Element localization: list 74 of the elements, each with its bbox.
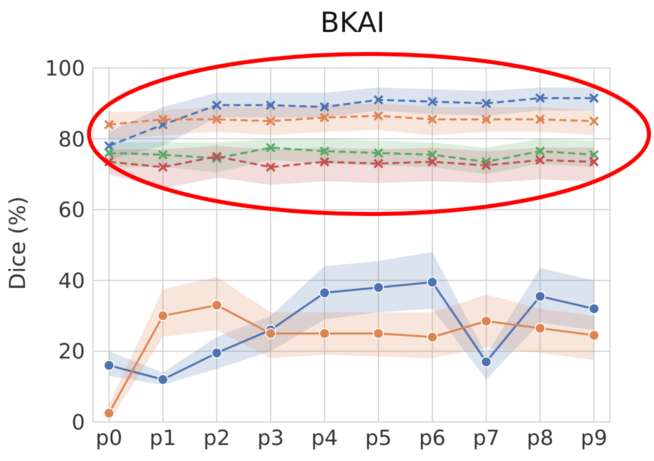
point xyxy=(535,146,546,156)
point xyxy=(157,374,168,386)
x-tick-label: p4 xyxy=(311,426,338,450)
point xyxy=(104,408,114,419)
point xyxy=(319,328,330,339)
point xyxy=(266,142,276,153)
point xyxy=(481,160,492,170)
y-tick-label: 100 xyxy=(44,56,85,80)
point xyxy=(104,140,114,151)
point xyxy=(104,120,114,130)
point xyxy=(426,332,438,343)
point xyxy=(481,156,492,167)
point xyxy=(372,328,384,339)
point xyxy=(319,287,330,298)
x-tick-label: p3 xyxy=(257,426,284,450)
point xyxy=(535,114,546,124)
point xyxy=(319,146,330,156)
y-tick-label: 0 xyxy=(72,410,85,434)
point xyxy=(534,322,546,334)
point xyxy=(480,356,492,368)
y-axis-title: Dice (%) xyxy=(6,196,31,290)
point xyxy=(480,316,492,327)
point xyxy=(158,114,168,124)
point xyxy=(373,158,384,169)
point xyxy=(481,114,492,124)
point xyxy=(157,310,168,322)
point xyxy=(211,300,222,311)
y-tick-label: 60 xyxy=(58,198,85,222)
point xyxy=(104,360,114,371)
point xyxy=(535,92,546,104)
x-tick-label: p2 xyxy=(203,426,230,450)
y-tick-label: 80 xyxy=(58,127,85,152)
point xyxy=(372,282,384,293)
point xyxy=(588,92,600,104)
point xyxy=(158,120,168,130)
x-tick-label: p5 xyxy=(365,426,392,450)
point xyxy=(266,116,276,126)
point xyxy=(427,114,438,124)
point xyxy=(319,112,330,123)
point xyxy=(265,328,276,339)
x-tick-label: p8 xyxy=(526,426,554,450)
chart-title: BKAI xyxy=(319,6,386,39)
y-tick-label: 40 xyxy=(58,268,85,293)
x-tick-label: p6 xyxy=(418,426,446,450)
point xyxy=(319,156,330,167)
x-tick-label: p7 xyxy=(472,426,500,450)
point xyxy=(212,100,222,110)
point xyxy=(158,150,168,160)
y-tick-label: 20 xyxy=(58,340,85,364)
point xyxy=(319,102,330,112)
point xyxy=(588,156,600,167)
point xyxy=(373,94,384,105)
point xyxy=(212,114,222,124)
x-tick-label: p0 xyxy=(96,426,122,450)
point xyxy=(426,276,438,288)
point xyxy=(211,347,222,358)
point xyxy=(104,148,114,158)
x-tick-label: p9 xyxy=(580,426,608,450)
point xyxy=(373,110,384,121)
point xyxy=(535,154,546,166)
x-tick-label: p1 xyxy=(150,426,176,450)
point xyxy=(158,162,168,172)
point xyxy=(481,98,492,108)
point xyxy=(588,116,600,126)
point xyxy=(266,100,276,110)
point xyxy=(588,303,600,314)
point xyxy=(534,290,546,302)
point xyxy=(427,156,438,167)
point xyxy=(588,330,600,341)
point xyxy=(266,162,276,172)
point xyxy=(588,150,600,160)
point xyxy=(373,148,384,158)
point xyxy=(427,96,438,107)
point xyxy=(427,150,438,160)
